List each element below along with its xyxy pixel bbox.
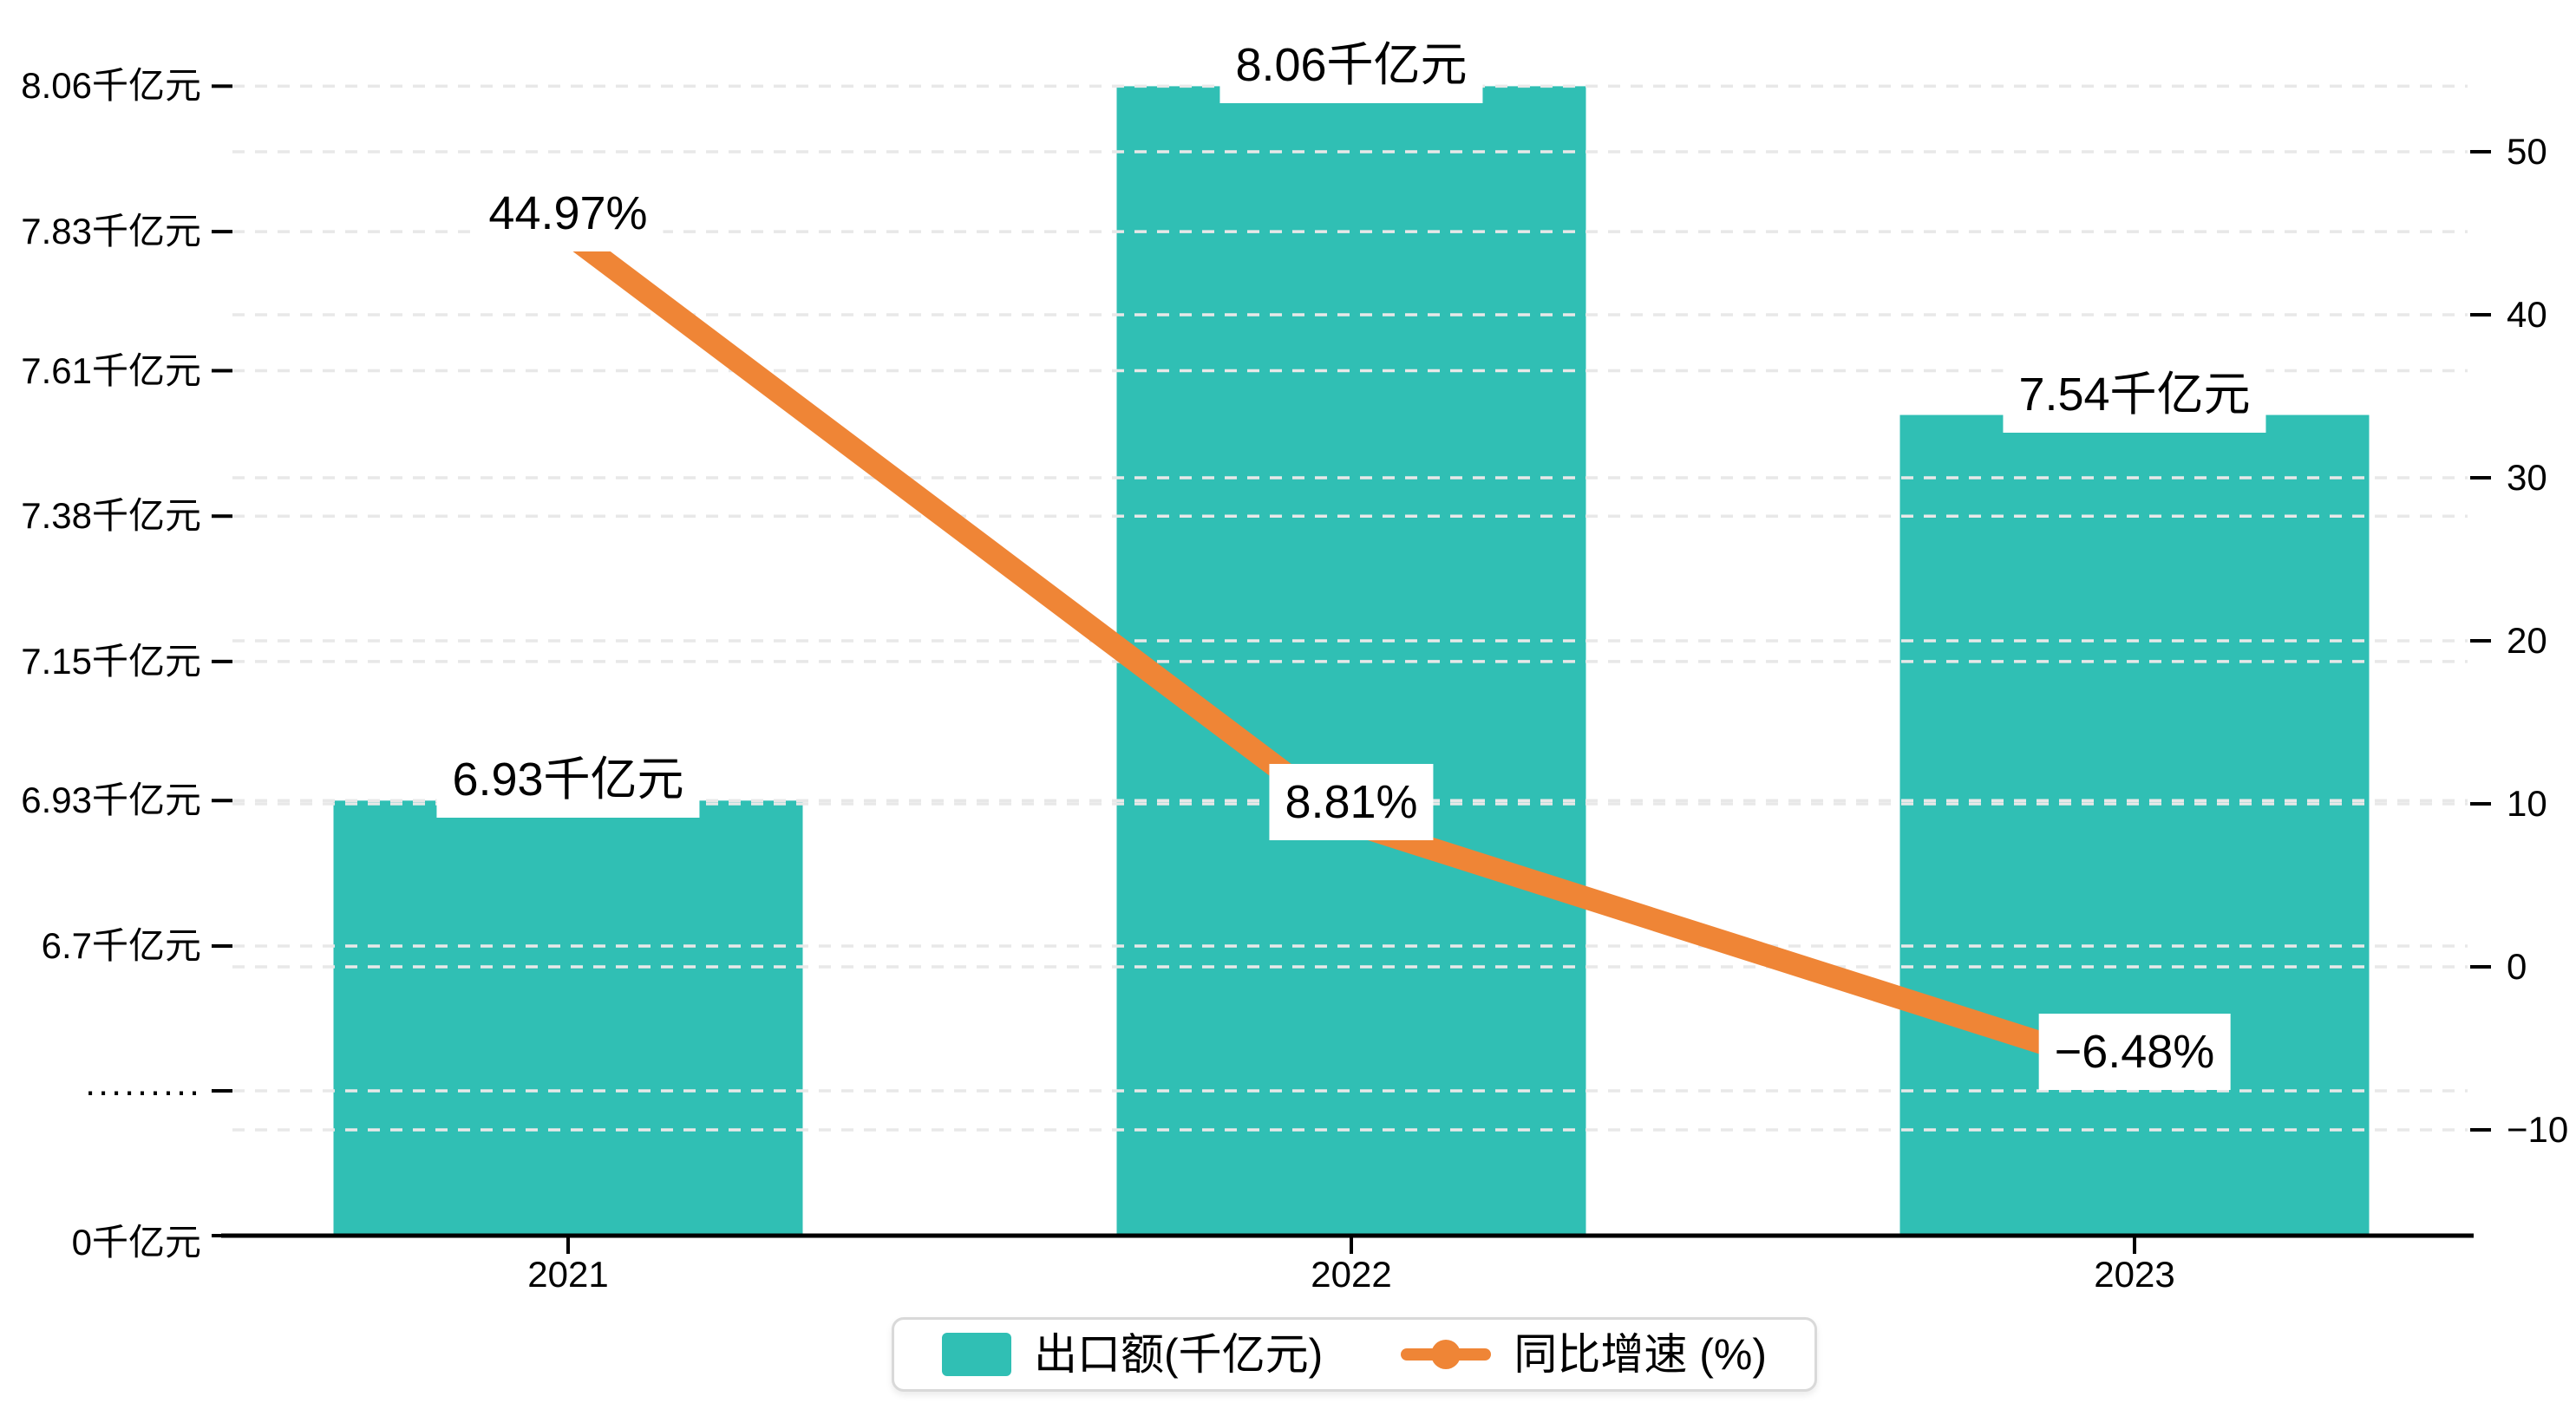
line-marker-icon: [1401, 1339, 1492, 1370]
legend-label-growth: 同比增速 (%): [1514, 1330, 1767, 1379]
legend: 出口额(千亿元) 同比增速 (%): [892, 1317, 1817, 1392]
bar-2023[interactable]: [1899, 414, 2370, 1234]
legend-item-export[interactable]: 出口额(千亿元): [942, 1331, 1323, 1378]
bar-2021[interactable]: [333, 800, 803, 1234]
legend-label-export: 出口额(千亿元): [1034, 1330, 1324, 1379]
axes: [212, 84, 2491, 1254]
bar-swatch-icon: [942, 1333, 1012, 1376]
bars: [333, 86, 2370, 1235]
bar-2022[interactable]: [1116, 86, 1586, 1235]
legend-item-growth[interactable]: 同比增速 (%): [1401, 1331, 1767, 1378]
